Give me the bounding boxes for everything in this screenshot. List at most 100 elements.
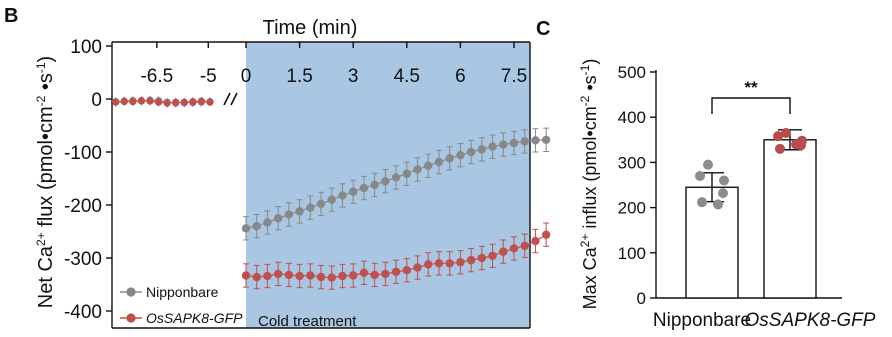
data-point — [541, 135, 551, 145]
data-point — [349, 271, 358, 280]
bar-data-point — [695, 170, 705, 181]
break-slash — [223, 92, 231, 106]
bars-layer — [685, 128, 817, 299]
x-tick-label: 1.5 — [286, 66, 312, 87]
bar-data-point — [773, 131, 783, 142]
x-tick-label: -5 — [200, 66, 217, 87]
data-point — [327, 273, 336, 282]
y-tick-label: 100 — [70, 37, 102, 58]
data-point — [252, 272, 261, 282]
superscript: -2 — [34, 95, 48, 106]
data-point — [456, 258, 465, 267]
title-part: influx (pmol•cm — [580, 106, 600, 233]
bar-y-tick-label: 300 — [618, 153, 646, 172]
data-point — [295, 271, 304, 281]
data-point — [499, 140, 508, 149]
bar-data-point — [781, 128, 791, 139]
bar-y-tick-label: 400 — [618, 108, 646, 127]
legend-swatch — [126, 313, 136, 323]
bar-y-tick-label: 500 — [618, 63, 646, 82]
bar-y-tick-label: 200 — [618, 199, 646, 218]
significance-label: ** — [744, 78, 758, 97]
data-point — [531, 236, 540, 246]
bar-data-point — [697, 197, 707, 208]
superscript: -2 — [578, 95, 592, 106]
legend: Nipponbare OsSAPK8-GFP — [120, 284, 243, 326]
title-part: Max Ca — [580, 246, 600, 309]
series-layer — [112, 95, 551, 290]
data-point — [338, 191, 347, 200]
axis-break-marker — [223, 92, 238, 106]
title-part: ) — [35, 56, 57, 63]
bar — [685, 186, 739, 299]
bracket-line — [711, 97, 791, 114]
panel-label-b: B — [4, 5, 18, 27]
data-point — [541, 230, 551, 239]
y-tick-label: -200 — [64, 196, 102, 217]
data-point — [434, 259, 444, 268]
data-point — [509, 138, 519, 148]
x-tick-label: 7.5 — [501, 66, 527, 87]
data-point — [445, 259, 454, 268]
data-point — [263, 218, 272, 227]
data-point — [424, 260, 433, 269]
break-slash — [230, 92, 238, 106]
data-point — [381, 269, 390, 279]
bar-y-tick-label: 100 — [618, 244, 646, 263]
data-point — [488, 251, 497, 261]
data-point — [456, 150, 465, 160]
superscript: -1 — [578, 64, 592, 75]
data-point — [391, 173, 401, 182]
bar — [763, 139, 817, 299]
cold-treatment-label: Cold treatment — [258, 313, 357, 330]
panel-label-c: C — [536, 18, 550, 40]
data-point — [172, 98, 180, 106]
bar-chart-panel: 500 400 300 200 100 0 ** NipponbareOsSAPK8-GF… — [578, 59, 876, 331]
bar-data-point — [703, 159, 713, 170]
superscript: -1 — [34, 62, 48, 73]
series-1 — [112, 96, 551, 290]
data-point — [154, 98, 163, 106]
data-point — [488, 142, 497, 151]
superscript: 2+ — [34, 232, 48, 246]
data-point — [163, 99, 171, 107]
data-point — [284, 210, 294, 219]
data-point — [146, 97, 154, 105]
x-tick-label: 3 — [348, 66, 359, 87]
data-point — [273, 214, 283, 223]
data-point — [499, 247, 508, 256]
data-point — [477, 253, 487, 263]
title-part: •s — [580, 75, 600, 95]
significance-bracket: ** — [711, 78, 791, 114]
title-part: •s — [35, 73, 57, 96]
data-point — [316, 272, 326, 282]
data-point — [359, 183, 369, 193]
data-point — [241, 271, 251, 280]
data-point — [120, 97, 128, 105]
data-point — [112, 98, 120, 106]
bar-data-point — [718, 188, 728, 199]
data-point — [402, 265, 411, 275]
data-point — [466, 255, 476, 265]
data-point — [477, 145, 487, 154]
legend-label: OsSAPK8-GFP — [146, 310, 243, 326]
bar-category-label: OsSAPK8-GFP — [745, 310, 876, 331]
data-point — [434, 157, 444, 167]
title-part: ) — [580, 59, 600, 65]
data-point — [349, 187, 358, 196]
data-point — [206, 98, 214, 106]
data-point — [370, 180, 379, 190]
x-tick-label: 6 — [455, 66, 466, 87]
bar-data-point — [719, 175, 729, 186]
bar-y-axis-ticks: 500 400 300 200 100 0 — [618, 63, 656, 308]
data-point — [445, 154, 454, 163]
data-point — [306, 203, 315, 212]
data-point — [391, 267, 401, 276]
data-point — [520, 137, 529, 146]
x-axis-ticks: -6.5 -5 0 1.5 3 4.5 6 7.5 — [140, 42, 527, 87]
bar-y-axis-title: Max Ca2+ influx (pmol•cm-2 •s-1) — [578, 59, 600, 310]
bar-data-point — [775, 143, 785, 154]
data-point — [424, 161, 433, 170]
